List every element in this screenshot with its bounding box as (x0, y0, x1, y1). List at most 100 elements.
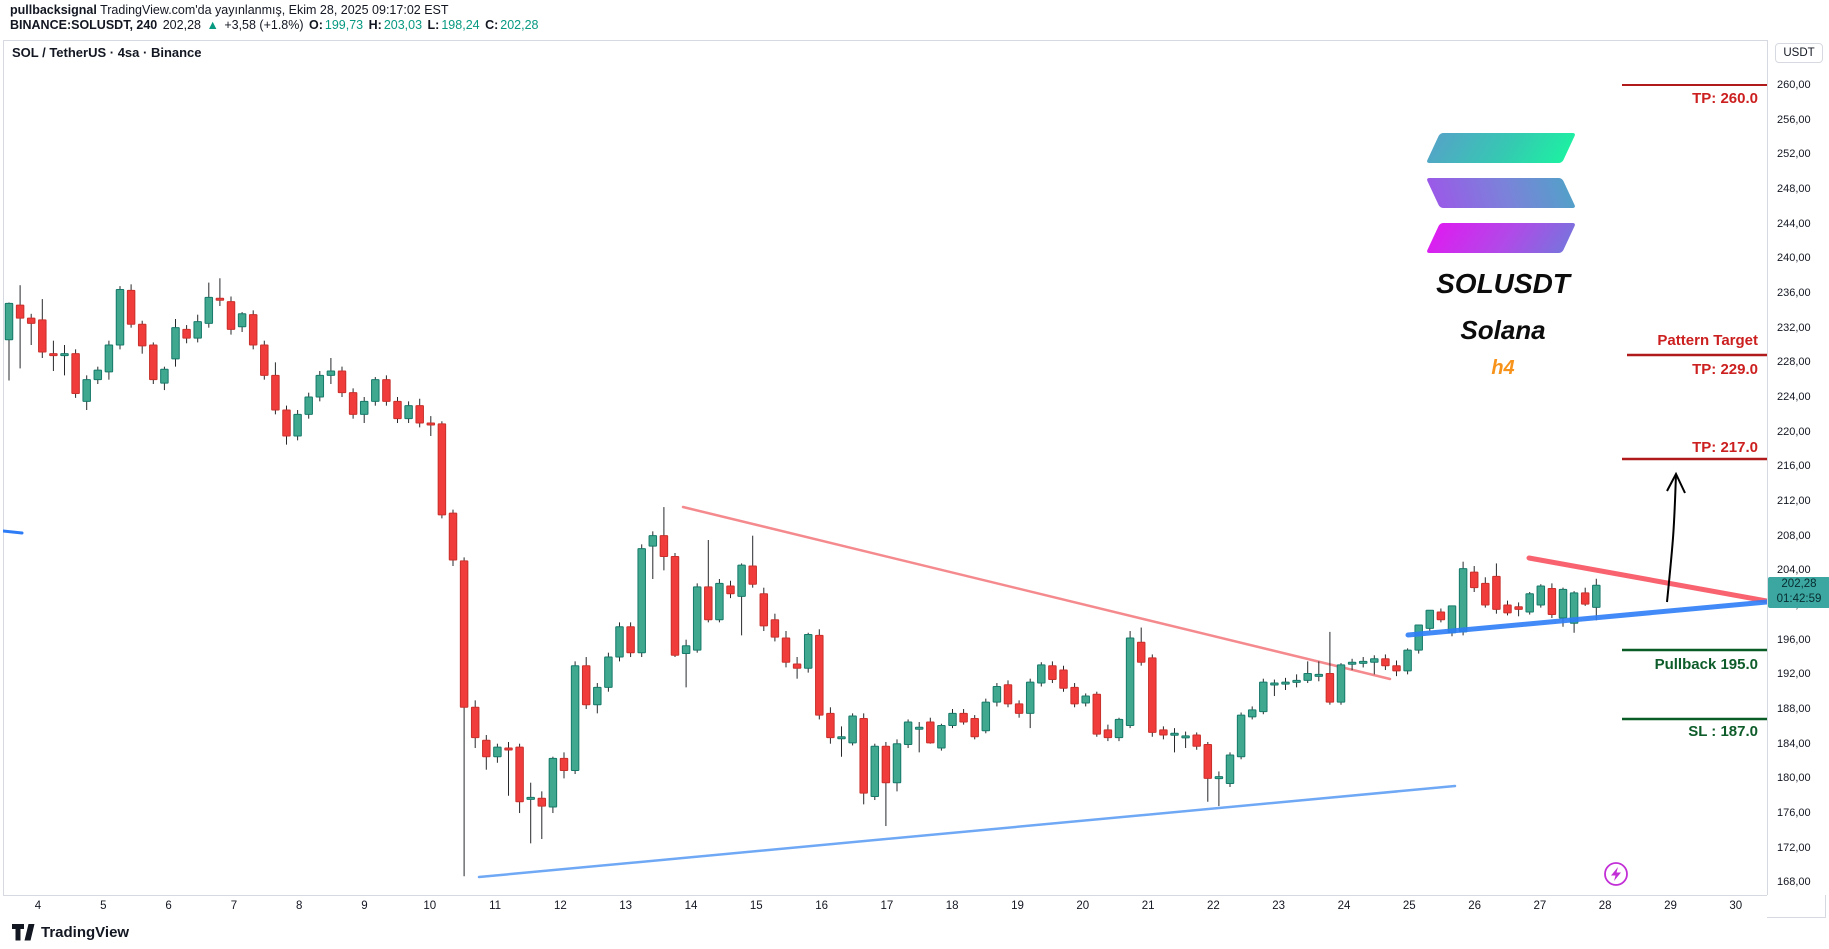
candle-down[interactable] (382, 379, 391, 402)
tradingview-brand[interactable]: TradingView (12, 924, 129, 941)
candle-up[interactable] (1281, 681, 1290, 685)
candle-up[interactable] (171, 327, 180, 360)
candle-down[interactable] (792, 663, 802, 669)
candle-down[interactable] (38, 319, 47, 353)
chart-plot-area[interactable]: SOL / TetherUS · 4sa · Binance SOLUSDT S… (3, 40, 1767, 895)
candle-down[interactable] (1547, 588, 1557, 616)
candle-down[interactable] (26, 317, 36, 324)
candle-down[interactable] (71, 353, 80, 395)
candle-up[interactable] (637, 548, 646, 654)
candle-down[interactable] (126, 289, 136, 325)
candle-up[interactable] (359, 400, 369, 415)
candle-up[interactable] (1236, 714, 1246, 758)
triangle-upper-trendline[interactable] (681, 505, 1392, 681)
candle-down[interactable] (759, 593, 769, 627)
candle-up[interactable] (1358, 660, 1368, 664)
time-axis[interactable]: 4 5 6 7 8 9 10 11 12 13 14 15 16 17 18 19 20 21 22 23 24 25 26… (3, 895, 1767, 918)
candle-up[interactable] (593, 686, 602, 706)
candle-down[interactable] (482, 739, 491, 758)
candle-up[interactable] (193, 321, 202, 339)
price-axis[interactable]: USDT 202,28 01:42:59 260,00 256,00 252,00 2… (1767, 40, 1829, 895)
candle-up[interactable] (1347, 661, 1357, 665)
candle-up[interactable] (803, 633, 813, 669)
long-support-trendline[interactable] (477, 784, 1457, 879)
candle-down[interactable] (881, 745, 891, 784)
candle-up[interactable] (1536, 585, 1546, 606)
candle-up[interactable] (237, 313, 247, 328)
candle-down[interactable] (1325, 672, 1335, 703)
candle-up[interactable] (293, 413, 302, 437)
candle-up[interactable] (160, 368, 169, 384)
candle-up[interactable] (1336, 664, 1346, 703)
candle-down[interactable] (537, 797, 547, 807)
candle-down[interactable] (215, 297, 225, 301)
candle-up[interactable] (1259, 681, 1268, 713)
candle-down[interactable] (271, 374, 280, 411)
candle-up[interactable] (1314, 673, 1324, 677)
candle-up[interactable] (304, 396, 313, 415)
candle-up[interactable] (315, 374, 325, 398)
candle-down[interactable] (1136, 641, 1146, 663)
candle-up[interactable] (903, 721, 913, 746)
candle-up[interactable] (1592, 584, 1601, 608)
candle-up[interactable] (1081, 695, 1090, 704)
candle-up[interactable] (648, 535, 658, 547)
candle-up[interactable] (1125, 637, 1135, 726)
candle-up[interactable] (60, 353, 69, 357)
candle-up[interactable] (837, 736, 846, 740)
candle-up[interactable] (1558, 588, 1568, 619)
candle-down[interactable] (348, 392, 358, 415)
price-axis-unit-badge[interactable]: USDT (1775, 43, 1823, 63)
candle-up[interactable] (1458, 568, 1468, 633)
target-arrow[interactable] (1666, 473, 1677, 603)
candle-up[interactable] (104, 344, 114, 373)
candle-up[interactable] (681, 645, 691, 655)
candle-down[interactable] (1203, 744, 1213, 779)
candle-down[interactable] (1159, 729, 1168, 736)
candle-down[interactable] (659, 535, 669, 557)
candle-down[interactable] (1503, 604, 1512, 614)
candle-down[interactable] (149, 344, 158, 381)
candle-down[interactable] (15, 304, 25, 319)
candle-down[interactable] (581, 665, 591, 706)
candle-up[interactable] (615, 626, 624, 658)
candle-down[interactable] (182, 328, 191, 339)
candle-down[interactable] (437, 423, 447, 516)
candle-down[interactable] (260, 344, 269, 376)
candle-down[interactable] (1481, 582, 1490, 606)
candle-up[interactable] (1181, 735, 1190, 739)
candle-down[interactable] (1070, 686, 1079, 705)
candle-up[interactable] (1525, 593, 1534, 613)
candle-up[interactable] (1025, 681, 1035, 714)
candle-up[interactable] (1569, 592, 1579, 624)
candle-up[interactable] (526, 796, 535, 800)
candle-up[interactable] (981, 701, 991, 732)
candle-down[interactable] (770, 619, 780, 638)
candle-down[interactable] (337, 370, 347, 394)
candle-up[interactable] (892, 743, 902, 784)
candle-down[interactable] (1014, 703, 1024, 714)
candle-down[interactable] (248, 314, 258, 346)
candle-down[interactable] (1392, 665, 1401, 672)
candle-down[interactable] (626, 626, 635, 654)
candle-up[interactable] (82, 379, 91, 402)
candle-up[interactable] (1037, 664, 1046, 684)
candle-up[interactable] (1114, 718, 1124, 739)
candle-up[interactable] (1170, 732, 1179, 736)
candle-down[interactable] (515, 746, 524, 803)
candle-down[interactable] (559, 757, 569, 772)
candle-down[interactable] (426, 422, 436, 426)
lightning-icon[interactable] (1604, 862, 1628, 886)
candle-down[interactable] (726, 585, 735, 595)
candle-down[interactable] (415, 405, 424, 424)
candle-down[interactable] (1103, 729, 1113, 739)
candle-down[interactable] (1514, 606, 1523, 610)
candle-down[interactable] (470, 706, 480, 739)
chart-legend-title[interactable]: SOL / TetherUS · 4sa · Binance (12, 45, 202, 60)
candle-up[interactable] (715, 582, 724, 621)
candle-down[interactable] (1492, 575, 1501, 610)
candle-down[interactable] (859, 718, 868, 794)
candle-down[interactable] (704, 586, 713, 621)
candle-up[interactable] (992, 685, 1002, 703)
candle-up[interactable] (493, 746, 502, 758)
